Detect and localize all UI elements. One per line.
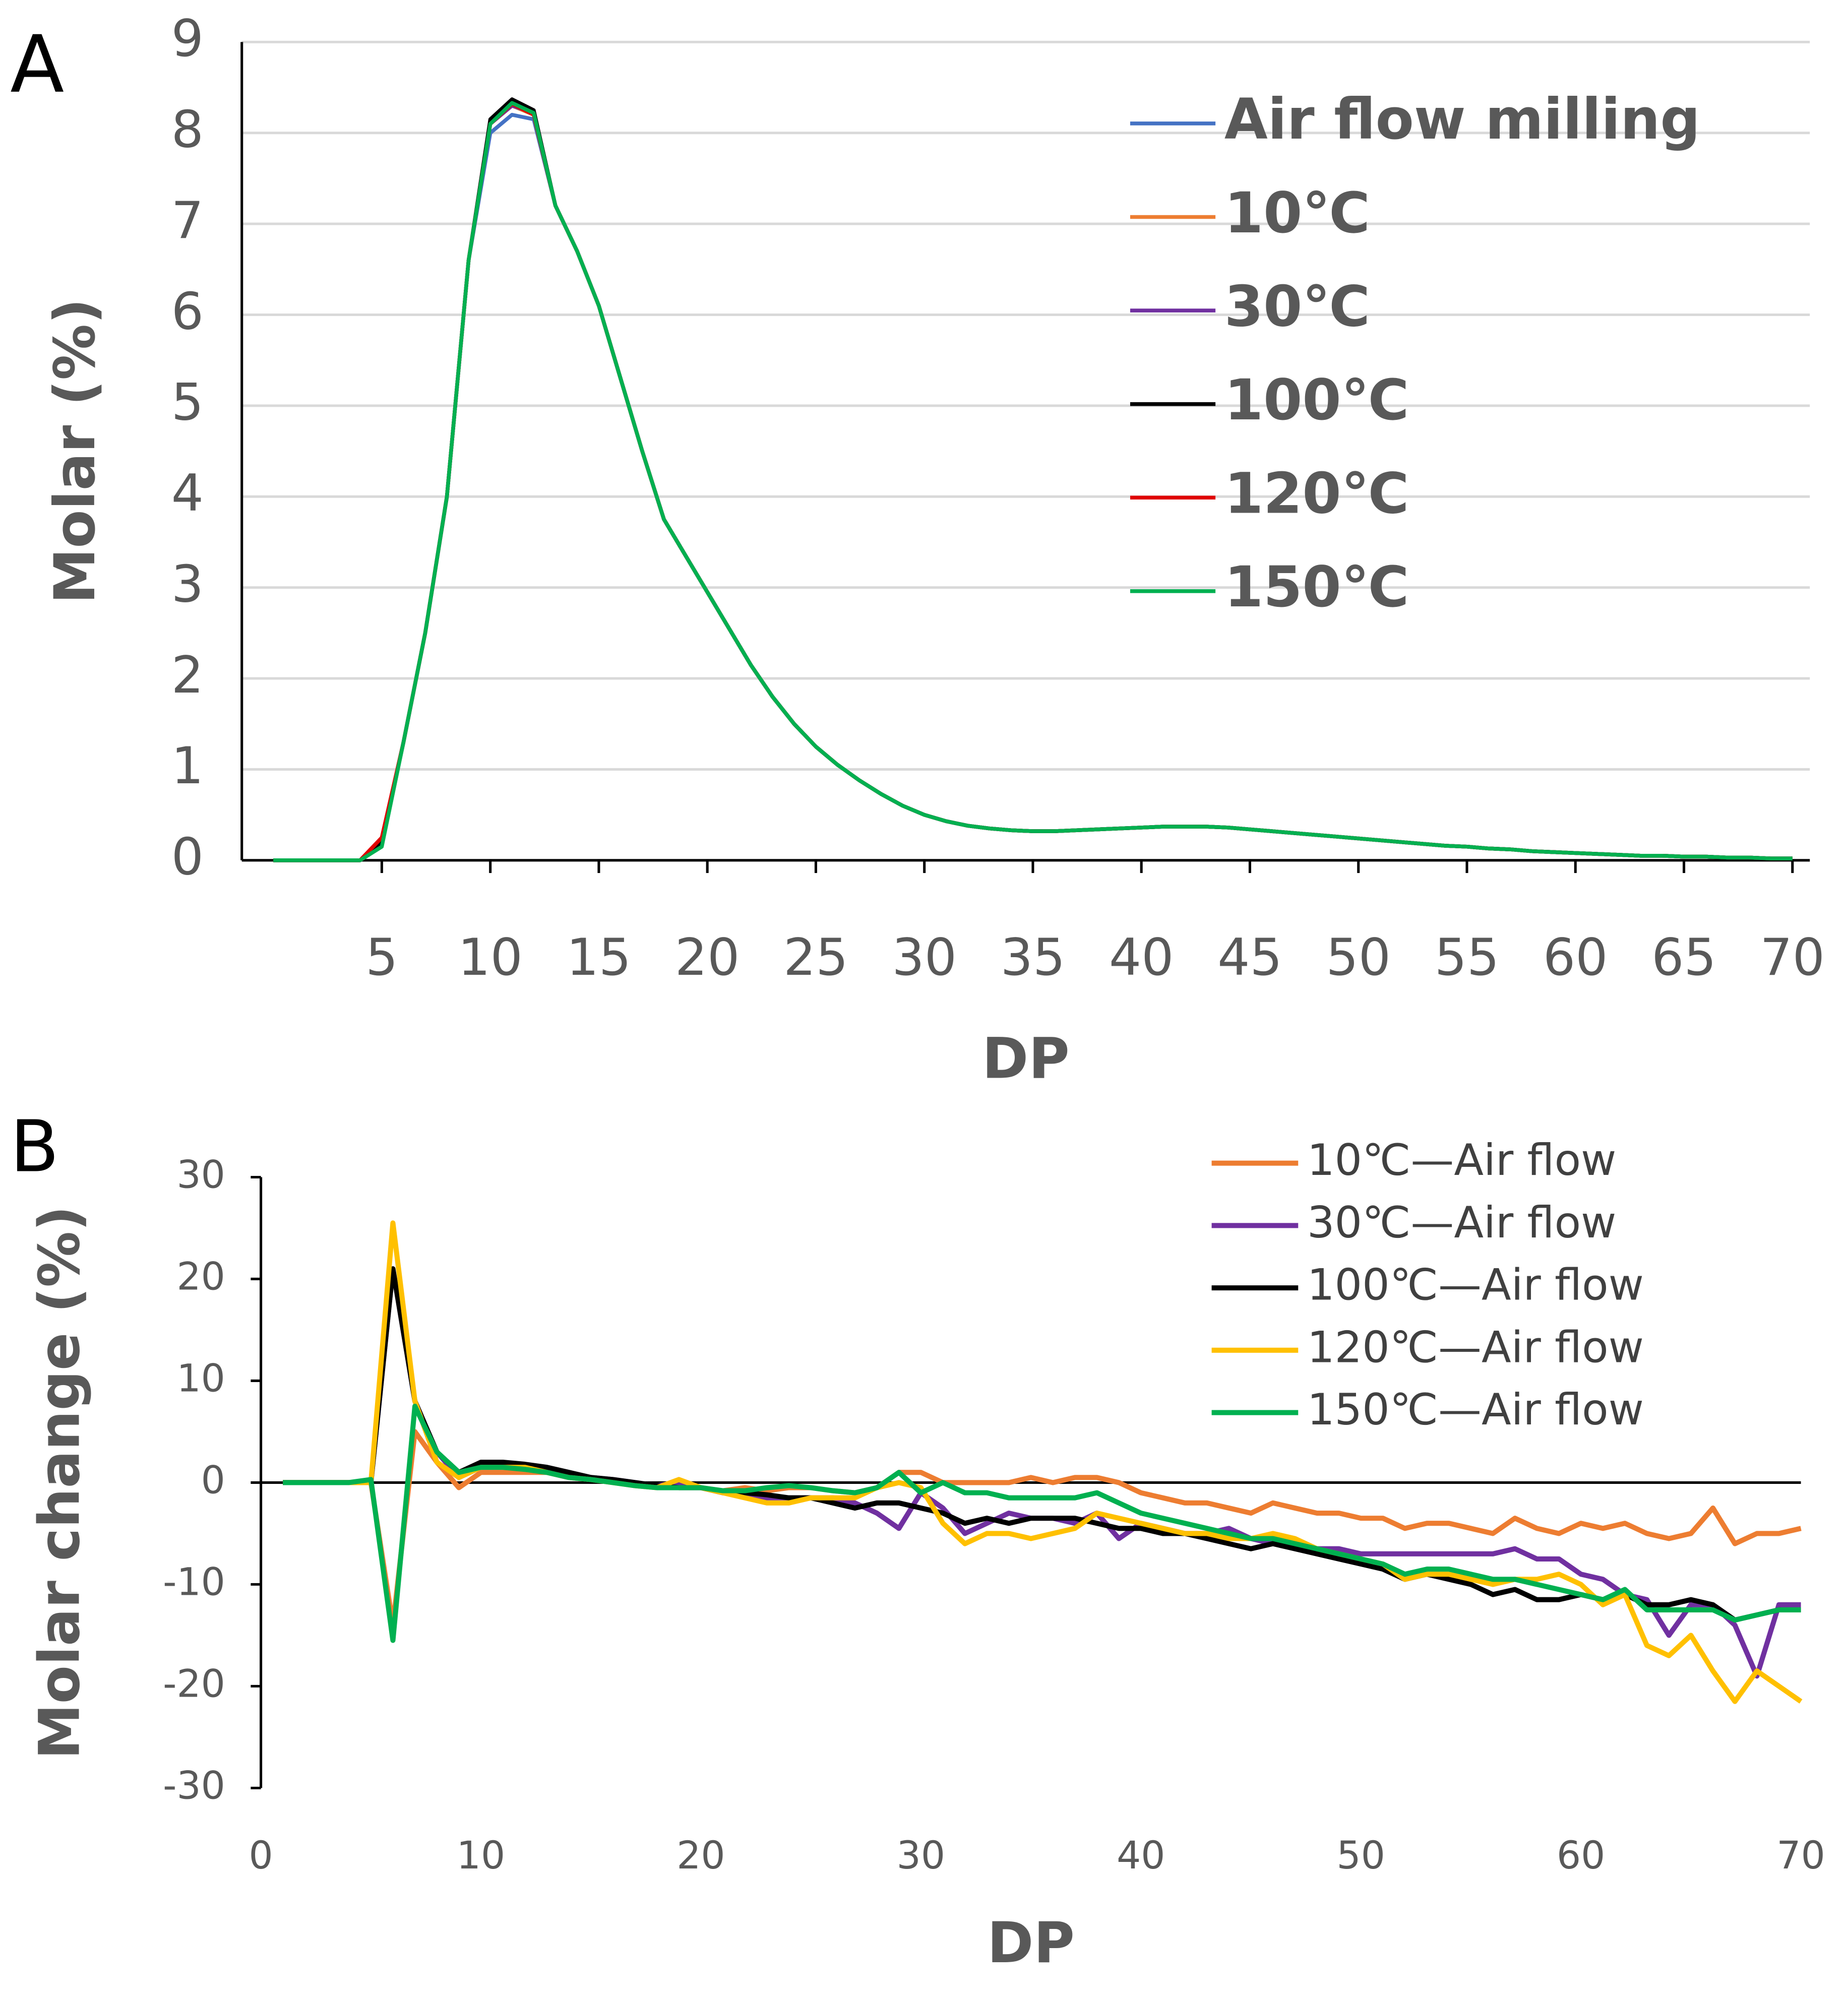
y-tick-label: 10 (177, 1356, 225, 1400)
y-tick-label: 9 (171, 9, 204, 68)
series-line (273, 103, 1793, 862)
y-tick-label: 1 (171, 736, 204, 795)
y-tick-label: 2 (171, 645, 204, 705)
x-tick-label: 50 (1326, 927, 1391, 987)
legend-label: 10℃—Air flow (1307, 1135, 1616, 1185)
x-tick-label: 20 (675, 927, 740, 987)
x-tick-label: 15 (567, 927, 632, 987)
x-tick-label: 70 (1776, 1833, 1825, 1878)
y-tick-label: 6 (171, 281, 204, 341)
y-tick-label: 20 (177, 1254, 225, 1298)
x-tick-label: 10 (457, 1833, 505, 1878)
y-tick-label: 5 (171, 372, 204, 432)
x-tick-label: 30 (897, 1833, 945, 1878)
x-tick-label: 40 (1109, 927, 1174, 987)
legend-label: 120℃ (1224, 461, 1409, 526)
x-tick-label: 40 (1117, 1833, 1165, 1878)
y-tick-label: 3 (171, 554, 204, 613)
x-tick-label: 55 (1435, 927, 1500, 987)
y-tick-label: -10 (163, 1559, 225, 1604)
x-tick-label: 35 (1001, 927, 1066, 987)
x-tick-label: 70 (1760, 927, 1825, 987)
x-tick-label: 20 (676, 1833, 725, 1878)
x-tick-label: 5 (365, 927, 398, 987)
panel-label: A (10, 19, 64, 110)
x-axis-title: DP (982, 1027, 1070, 1092)
series-line (283, 1266, 1801, 1623)
series-line (273, 101, 1793, 862)
y-tick-label: 0 (171, 827, 204, 887)
x-tick-label: 50 (1337, 1833, 1385, 1878)
x-tick-label: 60 (1557, 1833, 1605, 1878)
legend-label: 120℃—Air flow (1307, 1322, 1644, 1372)
legend-label: 10℃ (1224, 181, 1370, 246)
legend-label: 150℃ (1224, 555, 1409, 620)
legend-label: Air flow milling (1224, 87, 1700, 152)
x-tick-label: 45 (1217, 927, 1282, 987)
y-tick-label: -20 (163, 1661, 225, 1706)
y-tick-label: 0 (201, 1458, 225, 1502)
y-axis-title: Molar change (%) (28, 1206, 93, 1760)
y-tick-label: -30 (163, 1763, 225, 1807)
y-tick-label: 4 (171, 463, 204, 523)
legend-label: 100℃ (1224, 368, 1409, 433)
series-line (273, 102, 1793, 862)
legend-label: 150℃—Air flow (1307, 1385, 1644, 1435)
y-tick-label: 7 (171, 191, 204, 250)
x-tick-label: 0 (249, 1833, 273, 1878)
x-tick-label: 60 (1543, 927, 1608, 987)
y-tick-label: 30 (177, 1152, 225, 1197)
x-tick-label: 10 (458, 927, 523, 987)
legend-label: 30℃ (1224, 274, 1370, 339)
panel-label: B (10, 1106, 59, 1189)
y-axis-title: Molar (%) (43, 298, 108, 604)
y-tick-label: 8 (171, 100, 204, 159)
x-axis-title: DP (987, 1911, 1075, 1976)
legend-label: 100℃—Air flow (1307, 1260, 1644, 1310)
series-line (283, 1403, 1801, 1643)
x-tick-label: 30 (892, 927, 957, 987)
x-tick-label: 65 (1651, 927, 1716, 987)
x-tick-label: 25 (783, 927, 848, 987)
legend-label: 30℃—Air flow (1307, 1198, 1616, 1248)
series-line (273, 103, 1793, 862)
series-line (273, 112, 1793, 862)
series-line (273, 97, 1793, 862)
